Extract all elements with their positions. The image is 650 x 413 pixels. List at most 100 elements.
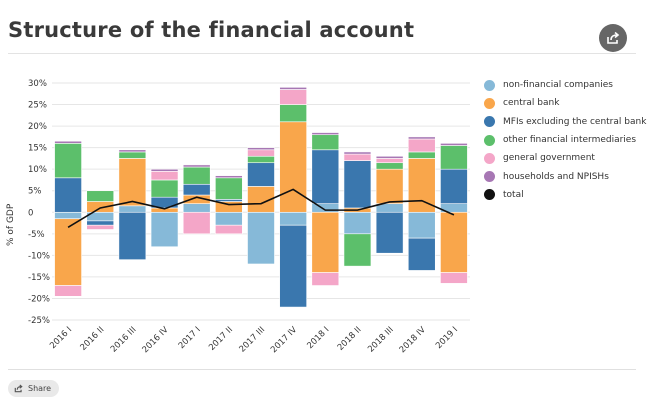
x-tick-label: 2016 II	[79, 325, 107, 353]
y-tick-label: 20%	[28, 122, 47, 132]
bar-segment	[311, 272, 340, 286]
bar-segment	[375, 211, 404, 254]
bottom-divider	[8, 369, 636, 370]
legend-label: total	[503, 189, 524, 200]
legend-label: households and NPISHs	[503, 171, 609, 182]
y-tick-label: 5%	[28, 187, 42, 197]
y-tick-label: -20%	[28, 294, 50, 304]
bar-segment	[118, 211, 147, 260]
x-tick-label: 2018 I	[305, 325, 331, 351]
bar-segment	[407, 138, 436, 153]
bar-segment	[279, 211, 307, 226]
y-tick-label: -15%	[28, 273, 50, 283]
legend-item[interactable]: MFIs excluding the central bank	[484, 113, 646, 131]
share-icon	[607, 31, 620, 44]
bar-segment	[247, 149, 275, 157]
bar-segment	[343, 233, 372, 267]
bar-segment	[440, 168, 468, 204]
chart-y-axis: 30% 25% 20% 15% 10% 5% 0 -5% -10% -15% -20% -25%	[28, 79, 50, 326]
legend-swatch	[484, 171, 495, 183]
legend-swatch	[484, 116, 495, 128]
bar-segment	[182, 203, 211, 213]
x-tick-label: 2018 II	[336, 325, 364, 353]
bar-segment	[118, 158, 147, 207]
legend-swatch	[484, 189, 495, 201]
x-tick-label: 2017 IV	[269, 325, 299, 355]
chart-x-axis: 2016 I 2016 II 2016 III 2016 IV 2017 I 2017 I…	[48, 325, 460, 355]
share-top-button[interactable]	[599, 24, 627, 52]
y-tick-label: -25%	[28, 316, 50, 326]
bar-segment	[407, 237, 436, 271]
bar-segment	[215, 224, 243, 235]
share-icon	[14, 384, 23, 393]
legend-item[interactable]: non-financial companies	[484, 76, 646, 94]
bar-segment	[343, 211, 372, 235]
bar-segment	[86, 224, 115, 230]
x-tick-label: 2017 II	[207, 325, 235, 353]
y-tick-label: 30%	[28, 79, 47, 89]
bar-segment	[311, 134, 340, 151]
legend-item[interactable]: general government	[484, 149, 646, 167]
x-tick-label: 2017 III	[238, 325, 268, 355]
bar-segment	[150, 171, 179, 181]
bar-segment	[215, 199, 243, 202]
legend-label: MFIs excluding the central bank	[503, 116, 647, 127]
bar-segment	[182, 164, 211, 168]
legend-item[interactable]: households and NPISHs	[484, 167, 646, 185]
bar-segment	[150, 179, 179, 198]
legend-swatch	[484, 152, 495, 164]
share-button[interactable]: Share	[8, 380, 60, 397]
bar-segment	[247, 147, 275, 151]
bar-segment	[215, 211, 243, 226]
bar-segment	[86, 190, 115, 202]
bar-segment	[54, 285, 82, 297]
y-tick-label: -5%	[28, 230, 45, 240]
bar-segment	[375, 158, 404, 164]
y-tick-label: 0	[28, 208, 33, 218]
bar-segment	[247, 211, 275, 265]
y-tick-label: 15%	[28, 144, 47, 154]
legend-item[interactable]: other financial intermediaries	[484, 131, 646, 149]
x-tick-label: 2019 I	[434, 325, 460, 351]
legend-label: central bank	[503, 98, 560, 109]
bar-segment	[375, 168, 404, 204]
bar-segment	[215, 177, 243, 200]
y-tick-label: -10%	[28, 251, 50, 261]
bar-segment	[247, 162, 275, 187]
bar-segment	[407, 136, 436, 140]
bar-segment	[86, 220, 115, 226]
bar-segment	[54, 211, 82, 220]
bar-segment	[407, 211, 436, 239]
legend-item[interactable]: central bank	[484, 94, 646, 112]
bar-segment	[86, 201, 115, 213]
y-axis-label: % of GDP	[6, 203, 16, 246]
bar-segment	[118, 205, 147, 213]
legend-swatch	[484, 97, 495, 109]
legend-swatch	[484, 79, 495, 91]
bar-segment	[54, 140, 82, 144]
bar-segment	[182, 166, 211, 185]
bar-segment	[182, 183, 211, 196]
bar-segment	[247, 155, 275, 164]
bar-segment	[407, 151, 436, 159]
x-tick-label: 2018 III	[366, 325, 396, 355]
bar-segment	[215, 175, 243, 179]
bar-segment	[343, 160, 372, 209]
bar-segment	[54, 177, 82, 213]
x-tick-label: 2016 IV	[140, 325, 170, 355]
bar-segment	[440, 272, 468, 284]
bar-segment	[440, 145, 468, 170]
bar-segment	[279, 89, 307, 105]
chart-legend: non-financial companies central bank MFIs …	[484, 76, 646, 204]
x-tick-label: 2016 I	[48, 325, 74, 351]
bar-segment	[279, 224, 307, 308]
chart-bars	[54, 87, 468, 308]
legend-label: non-financial companies	[503, 80, 613, 91]
bar-segment	[182, 211, 211, 235]
bar-segment	[311, 149, 340, 204]
legend-label: general government	[503, 153, 595, 164]
legend-item[interactable]: total	[484, 186, 646, 204]
page-title: Structure of the financial account	[8, 18, 415, 42]
legend-label: other financial intermediaries	[503, 135, 637, 146]
bar-segment	[343, 153, 372, 161]
